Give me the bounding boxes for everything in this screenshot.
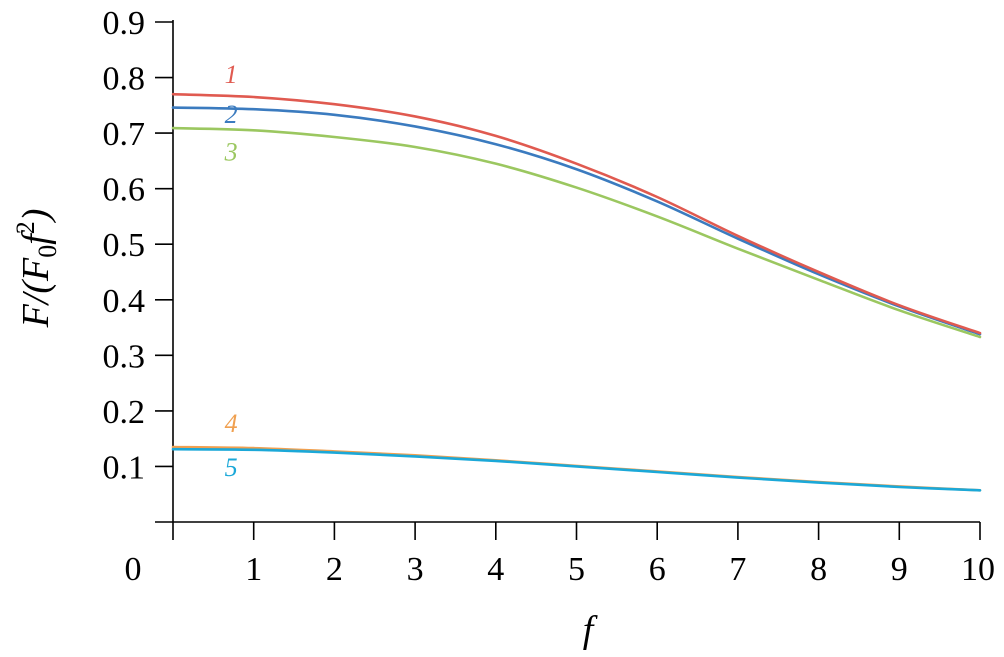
series-line-2 xyxy=(171,106,982,336)
y-tick-label: 0.9 xyxy=(103,5,146,42)
y-tick-label: 0.6 xyxy=(103,172,146,209)
y-axis-title-sup: 2 xyxy=(11,221,40,234)
x-tick-label: 10 xyxy=(961,551,995,588)
y-tick-label: 0.3 xyxy=(103,338,146,375)
axes: 0.1 0.2 0.3 0.4 0.5 0.6 0.7 0.8 0.9 0 1 2 3 4 5 6 7 8 9 10 xyxy=(103,5,996,588)
x-tick-label: 2 xyxy=(326,551,343,588)
x-tick-label: 8 xyxy=(810,551,827,588)
y-tick-label: 0.2 xyxy=(103,394,146,431)
y-axis-title: F/(F0f2) xyxy=(11,209,62,329)
series-label-5: 5 xyxy=(225,453,238,482)
y-tick-label: 0.5 xyxy=(103,227,146,264)
x-tick-label: 7 xyxy=(729,551,746,588)
x-axis-title: f xyxy=(583,609,598,651)
y-tick-label: 0.1 xyxy=(103,449,146,486)
y-tick-label: 0.7 xyxy=(103,116,146,153)
series-line-1 xyxy=(171,92,982,335)
x-tick-label: 5 xyxy=(568,551,585,588)
x-tick-label: 9 xyxy=(891,551,908,588)
y-tick-label: 0.4 xyxy=(103,283,146,320)
series-label-4: 4 xyxy=(225,409,238,438)
y-axis-title-sub: 0 xyxy=(33,245,62,258)
series-label-2: 2 xyxy=(225,100,238,129)
x-tick-label: 0 xyxy=(125,551,142,588)
x-tick-label: 3 xyxy=(407,551,424,588)
series-line-5 xyxy=(171,447,982,492)
y-axis-title-base: F/(F xyxy=(15,257,57,328)
x-tick-label: 4 xyxy=(487,551,504,588)
series-group xyxy=(171,92,982,492)
series-label-3: 3 xyxy=(224,137,238,166)
x-tick-label: 1 xyxy=(245,551,262,588)
series-label-1: 1 xyxy=(225,60,238,89)
series-labels: 1 2 3 4 5 xyxy=(224,60,238,482)
y-axis-title-end: ) xyxy=(15,209,57,224)
y-tick-label: 0.8 xyxy=(103,61,146,98)
series-line-3 xyxy=(171,126,982,339)
x-tick-label: 6 xyxy=(649,551,666,588)
